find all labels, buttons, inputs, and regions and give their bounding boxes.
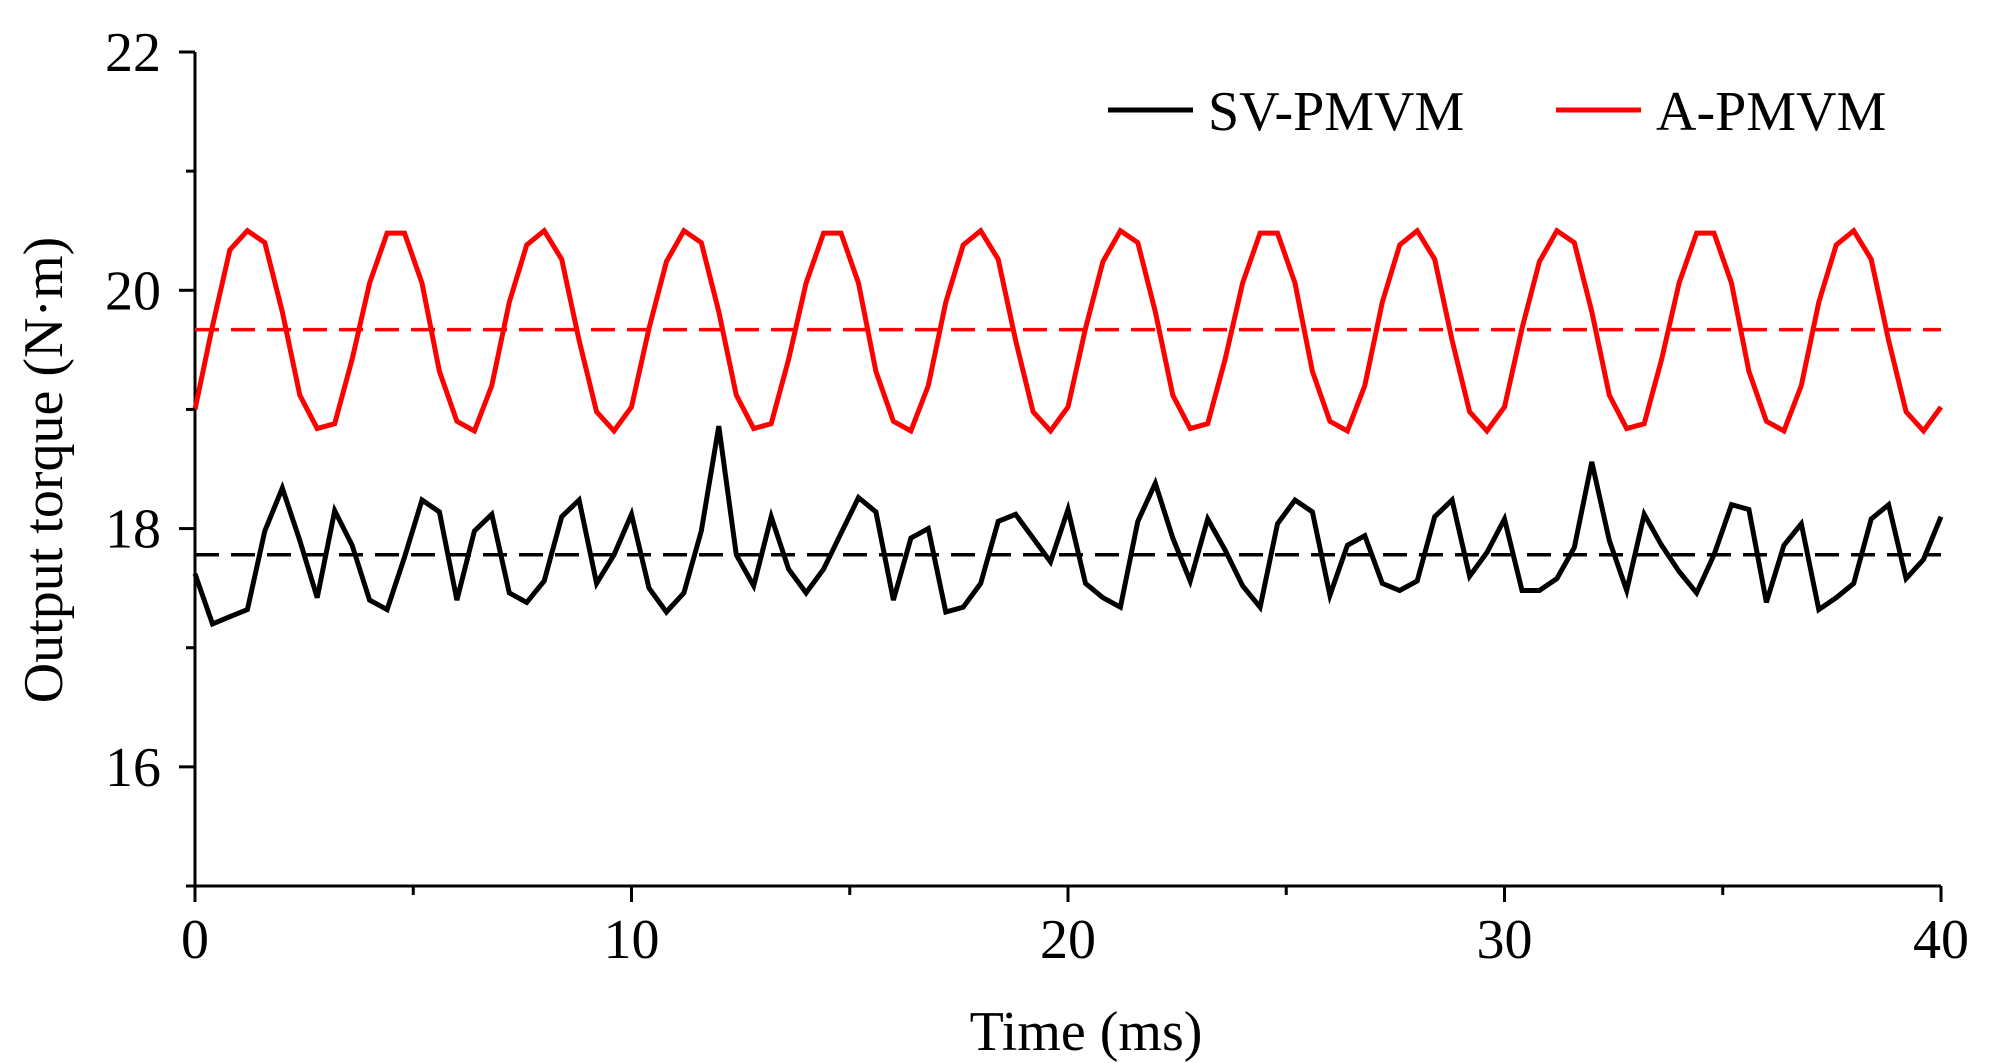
mean-lines [195, 327, 1941, 557]
x-tick-label: 20 [1040, 909, 1096, 971]
plot-area [193, 52, 1941, 888]
x-tick-label: 0 [181, 909, 209, 971]
x-axis-title: Time (ms) [970, 1001, 1203, 1063]
y-tick-label: 22 [105, 22, 161, 84]
axis-ticks [179, 50, 1943, 902]
y-tick-label: 18 [105, 499, 161, 561]
x-tick-label: 40 [1913, 909, 1969, 971]
y-axis-title: Output torque (N·m) [13, 237, 75, 704]
y-tick-label: 16 [105, 737, 161, 799]
series-line-sv-pmvm [192, 425, 1944, 628]
y-tick-label: 20 [105, 260, 161, 322]
legend-label-a-pmvm: A-PMVM [1656, 81, 1886, 143]
x-tick-label: 30 [1477, 909, 1533, 971]
axis-tick-labels: 0 10 20 30 40 16 18 20 22 [105, 22, 1969, 971]
series-line-a-pmvm [192, 226, 1944, 435]
legend: SV-PMVM A-PMVM [1108, 81, 1886, 143]
legend-label-sv-pmvm: SV-PMVM [1208, 81, 1464, 143]
series-lines [192, 226, 1944, 628]
x-tick-label: 10 [604, 909, 660, 971]
